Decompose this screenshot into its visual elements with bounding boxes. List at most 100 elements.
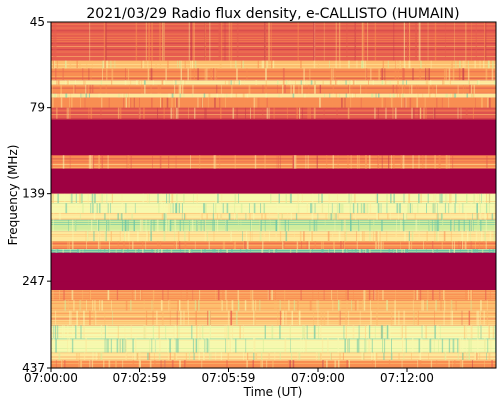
burst-stripe bbox=[138, 80, 140, 85]
burst-stripe bbox=[282, 80, 285, 85]
burst-stripe bbox=[70, 310, 72, 326]
burst-stripe bbox=[213, 203, 214, 214]
burst-stripe bbox=[374, 325, 376, 339]
burst-stripe bbox=[421, 325, 423, 339]
burst-stripe bbox=[441, 241, 443, 249]
burst-stripe bbox=[90, 360, 92, 368]
burst-stripe bbox=[403, 352, 405, 361]
burst-stripe bbox=[244, 80, 245, 85]
burst-stripe bbox=[181, 84, 184, 94]
burst-stripe bbox=[79, 60, 81, 69]
burst-stripe bbox=[401, 249, 403, 253]
spectral-line bbox=[51, 294, 496, 296]
burst-stripe bbox=[98, 231, 101, 242]
spectral-line bbox=[51, 27, 496, 29]
burst-stripe bbox=[127, 68, 130, 81]
burst-stripe bbox=[250, 107, 251, 119]
burst-stripe bbox=[278, 155, 279, 169]
burst-stripe bbox=[79, 193, 81, 204]
burst-stripe bbox=[141, 84, 143, 94]
burst-stripe bbox=[108, 203, 110, 214]
burst-stripe bbox=[480, 325, 482, 339]
burst-stripe bbox=[253, 203, 256, 214]
burst-stripe bbox=[265, 84, 267, 94]
burst-stripe bbox=[271, 60, 273, 69]
burst-stripe bbox=[413, 231, 414, 242]
burst-stripe bbox=[453, 241, 455, 249]
burst-stripe bbox=[427, 290, 429, 301]
burst-stripe bbox=[380, 203, 382, 214]
burst-stripe bbox=[257, 97, 260, 108]
burst-stripe bbox=[126, 155, 128, 169]
burst-stripe bbox=[184, 213, 186, 220]
burst-stripe bbox=[67, 241, 69, 249]
burst-stripe bbox=[185, 213, 187, 220]
burst-stripe bbox=[381, 219, 383, 232]
burst-stripe bbox=[362, 249, 364, 253]
burst-stripe bbox=[483, 60, 485, 69]
spectral-line bbox=[51, 351, 496, 353]
burst-stripe bbox=[277, 219, 279, 232]
burst-stripe bbox=[215, 155, 217, 169]
burst-stripe bbox=[132, 360, 135, 368]
burst-stripe bbox=[152, 310, 154, 326]
burst-stripe bbox=[362, 231, 364, 242]
burst-stripe bbox=[485, 219, 487, 232]
burst-stripe bbox=[439, 193, 441, 204]
burst-stripe bbox=[388, 325, 389, 339]
burst-stripe bbox=[428, 352, 429, 361]
burst-stripe bbox=[225, 338, 226, 353]
burst-stripe bbox=[250, 290, 252, 301]
burst-stripe bbox=[374, 107, 376, 119]
burst-stripe bbox=[462, 68, 464, 81]
burst-stripe bbox=[56, 60, 58, 69]
burst-stripe bbox=[234, 193, 237, 204]
spectral-line bbox=[51, 340, 496, 341]
burst-stripe bbox=[234, 203, 236, 214]
burst-stripe bbox=[244, 300, 246, 311]
burst-stripe bbox=[253, 360, 254, 368]
burst-stripe bbox=[441, 193, 443, 204]
burst-stripe bbox=[161, 310, 164, 326]
y-tick-label: 437 bbox=[22, 361, 45, 375]
burst-stripe bbox=[405, 213, 408, 220]
spectral-line bbox=[51, 290, 496, 291]
burst-stripe bbox=[301, 193, 303, 204]
burst-stripe bbox=[227, 352, 230, 361]
burst-stripe bbox=[382, 290, 384, 301]
burst-stripe bbox=[302, 325, 304, 339]
burst-stripe bbox=[205, 107, 207, 119]
burst-stripe bbox=[192, 338, 194, 353]
burst-stripe bbox=[352, 325, 355, 339]
burst-stripe bbox=[424, 241, 426, 249]
burst-stripe bbox=[226, 93, 228, 98]
burst-stripe bbox=[467, 249, 469, 253]
burst-stripe bbox=[67, 80, 69, 85]
burst-stripe bbox=[76, 310, 78, 326]
burst-stripe bbox=[303, 97, 305, 108]
burst-stripe bbox=[365, 338, 367, 353]
burst-stripe bbox=[52, 97, 54, 108]
spectral-line bbox=[51, 224, 496, 225]
burst-stripe bbox=[125, 93, 128, 98]
burst-stripe bbox=[418, 22, 421, 61]
burst-stripe bbox=[124, 219, 126, 232]
burst-stripe bbox=[300, 80, 302, 85]
burst-stripe bbox=[458, 203, 460, 214]
burst-stripe bbox=[165, 325, 167, 339]
burst-stripe bbox=[460, 249, 461, 253]
burst-stripe bbox=[439, 290, 441, 301]
burst-stripe bbox=[66, 107, 69, 119]
burst-stripe bbox=[338, 300, 339, 311]
burst-stripe bbox=[282, 310, 284, 326]
burst-stripe bbox=[151, 97, 153, 108]
burst-stripe bbox=[293, 155, 295, 169]
burst-stripe bbox=[95, 352, 97, 361]
burst-stripe bbox=[92, 193, 94, 204]
burst-stripe bbox=[476, 310, 478, 326]
burst-stripe bbox=[267, 80, 269, 85]
burst-stripe bbox=[376, 310, 378, 326]
burst-stripe bbox=[334, 68, 336, 81]
burst-stripe bbox=[395, 60, 397, 69]
burst-stripe bbox=[146, 231, 148, 242]
